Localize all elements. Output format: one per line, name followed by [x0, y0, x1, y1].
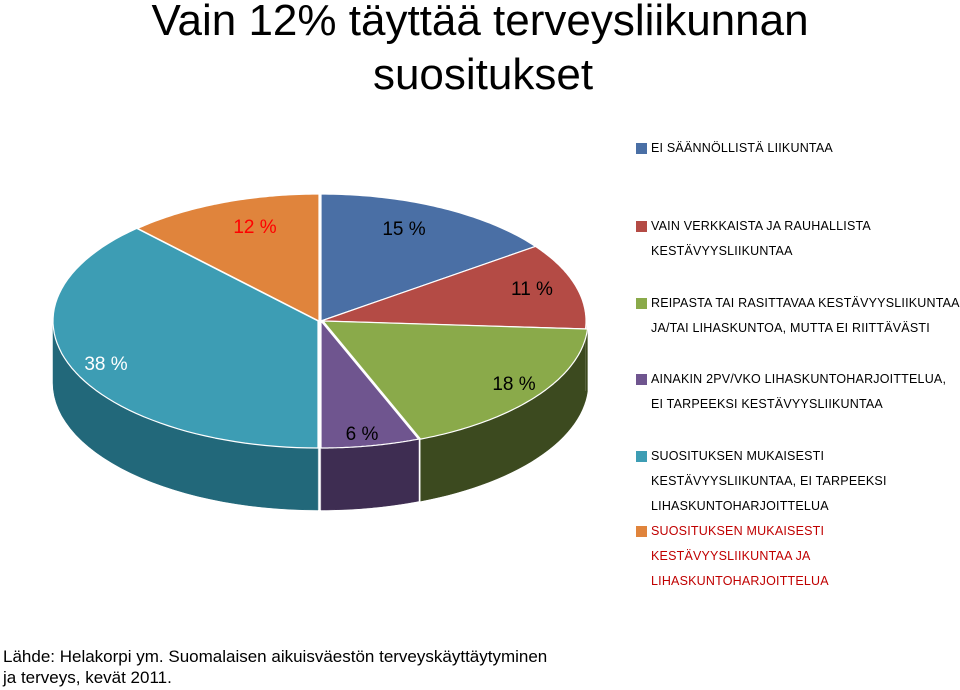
legend-item-no-regular-exercise: Ei säännöllistä liikuntaa [636, 136, 960, 161]
pie-slice-4 [52, 227, 319, 449]
legend-label: Vain verkkaista ja rauhallista kestävyys… [651, 219, 871, 258]
pie-value-label-5: 12 % [233, 217, 276, 238]
legend-item-strength-only: Ainakin 2pv/vko lihaskuntoharjoittelua, … [636, 367, 960, 417]
legend-item-brisk-not-enough: Reipasta tai rasittavaa kestävyysliikunt… [636, 291, 960, 341]
legend-swatch [636, 143, 647, 154]
legend-item-recommendation-met: Suosituksen mukaisesti kestävyysliikunta… [636, 519, 960, 594]
legend-label: Suosituksen mukaisesti kestävyysliikunta… [651, 524, 829, 588]
legend-swatch [636, 221, 647, 232]
legend-item-endurance-only: Suosituksen mukaisesti kestävyysliikunta… [636, 444, 960, 519]
pie-value-label-2: 18 % [492, 374, 535, 395]
legend-swatch [636, 451, 647, 462]
legend-item-slow-endurance: Vain verkkaista ja rauhallista kestävyys… [636, 214, 960, 264]
legend-label: Suosituksen mukaisesti kestävyysliikunta… [651, 449, 887, 513]
pie-slice-1 [320, 245, 587, 330]
legend-label: Reipasta tai rasittavaa kestävyysliikunt… [651, 296, 960, 335]
pie-slice-0 [320, 193, 536, 322]
pie-slice-5 [137, 193, 320, 322]
legend-swatch [636, 526, 647, 537]
source-note: Lähde: Helakorpi ym. Suomalaisen aikuisv… [3, 647, 548, 687]
title-line-2: suositukset [372, 50, 594, 99]
pie-side-3 [320, 438, 419, 511]
legend-label: Ei säännöllistä liikuntaa [651, 141, 833, 155]
pie-slice-2 [322, 320, 589, 440]
legend-swatch [636, 374, 647, 385]
pie-value-label-4: 38 % [84, 354, 127, 375]
pie-value-label-0: 15 % [382, 219, 425, 240]
legend-swatch [636, 298, 647, 309]
pie-value-label-3: 6 % [346, 424, 379, 445]
page-title: Vain 12% täyttää terveysliikunnan suosit… [0, 0, 960, 102]
legend-label: Ainakin 2pv/vko lihaskuntoharjoittelua, … [651, 372, 947, 411]
title-line-1: Vain 12% täyttää terveysliikunnan [151, 0, 809, 45]
pie-slice-3 [320, 320, 420, 449]
pie-value-label-1: 11 % [511, 279, 553, 300]
